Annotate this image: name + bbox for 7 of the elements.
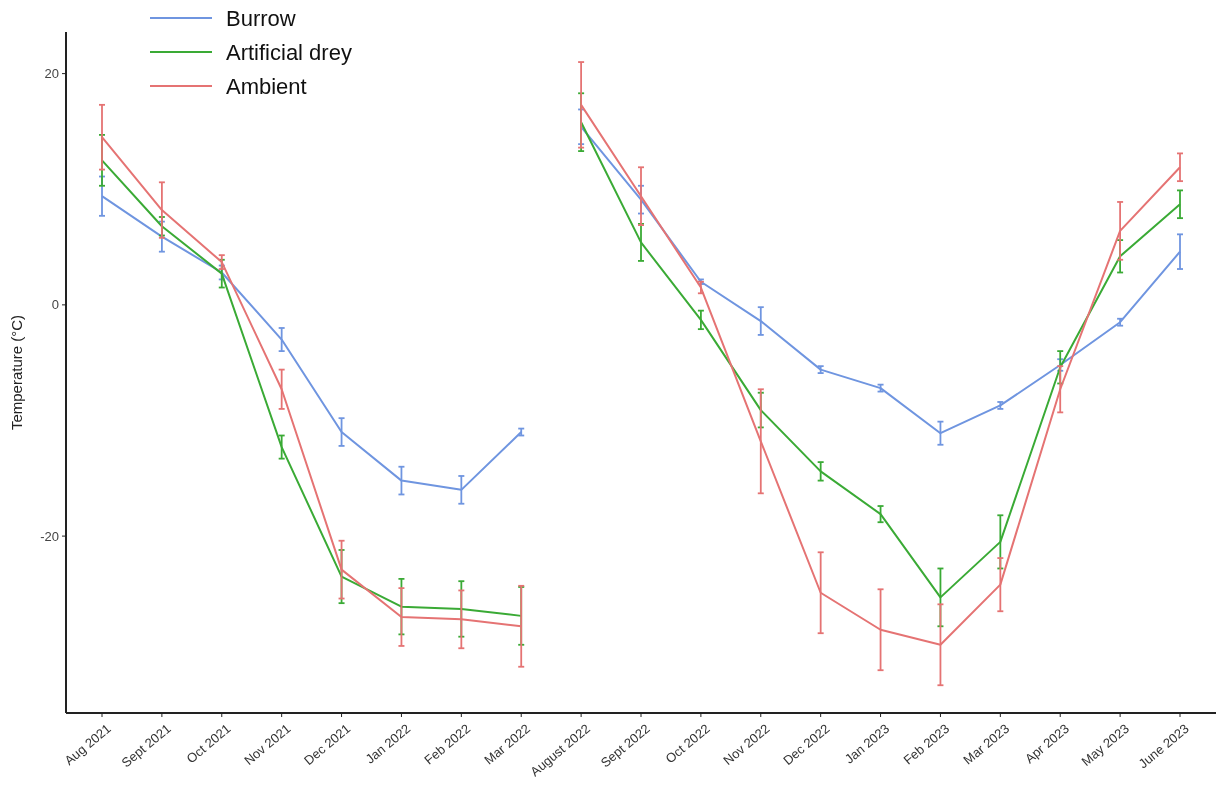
legend-label: Ambient (226, 73, 307, 99)
y-tick-label: 20 (44, 66, 59, 82)
y-axis-title: Temperature (°C) (8, 314, 25, 431)
legend-label: Burrow (226, 5, 296, 31)
y-tick-label: -20 (40, 528, 59, 544)
y-tick-label: 0 (51, 297, 59, 313)
legend-label: Artificial drey (226, 39, 352, 65)
